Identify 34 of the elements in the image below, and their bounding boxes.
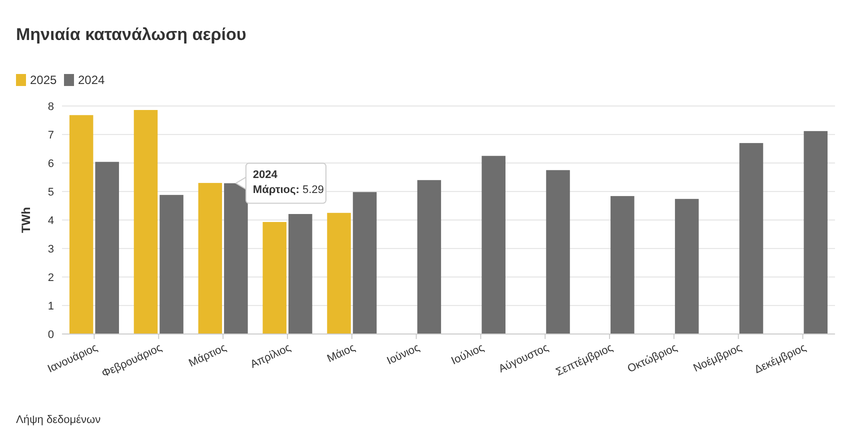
bar xyxy=(546,170,570,334)
bar xyxy=(804,131,828,334)
bar xyxy=(69,115,94,334)
y-tick-label: 4 xyxy=(48,214,54,227)
bar xyxy=(674,198,699,334)
bar xyxy=(198,182,222,334)
bar xyxy=(288,214,312,334)
annotation: 2024 Μάρτιος: 5.29 xyxy=(252,169,324,196)
x-tick-label: Μάιος xyxy=(325,342,358,366)
y-tick-label: 1 xyxy=(48,300,54,312)
bar xyxy=(739,143,764,334)
text: Λήψη δεδομένων xyxy=(16,414,102,426)
bar xyxy=(482,156,506,334)
bar xyxy=(95,162,119,334)
bar xyxy=(610,196,634,334)
tooltip: 2024 Μάρτιος: 5.29 xyxy=(234,162,326,204)
bar xyxy=(327,212,351,334)
legend-label: 2025 xyxy=(30,73,58,87)
y-tick-label: 8 xyxy=(48,100,54,113)
y-axis-title: TWh xyxy=(19,207,33,233)
bar xyxy=(417,180,442,334)
bar xyxy=(160,194,184,334)
chart-title: Μηνιαία κατανάλωση αερίου xyxy=(16,25,246,44)
bar xyxy=(224,183,248,334)
bar xyxy=(134,110,158,334)
bar xyxy=(352,192,377,334)
y-tick-label: 5 xyxy=(48,186,54,198)
y-tick-label: 2 xyxy=(48,272,54,284)
y-tick-label: 6 xyxy=(48,158,54,170)
y-tick-label: 7 xyxy=(48,129,54,142)
y-tick-label: 0 xyxy=(48,328,54,341)
y-tick-label: 3 xyxy=(48,243,54,256)
bar xyxy=(262,222,286,334)
legend-label: 2024 xyxy=(78,73,106,87)
